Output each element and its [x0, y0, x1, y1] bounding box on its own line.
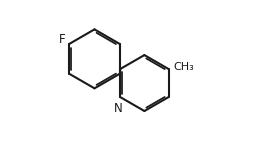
- Text: CH₃: CH₃: [173, 62, 194, 72]
- Text: N: N: [114, 102, 123, 115]
- Text: F: F: [58, 33, 65, 46]
